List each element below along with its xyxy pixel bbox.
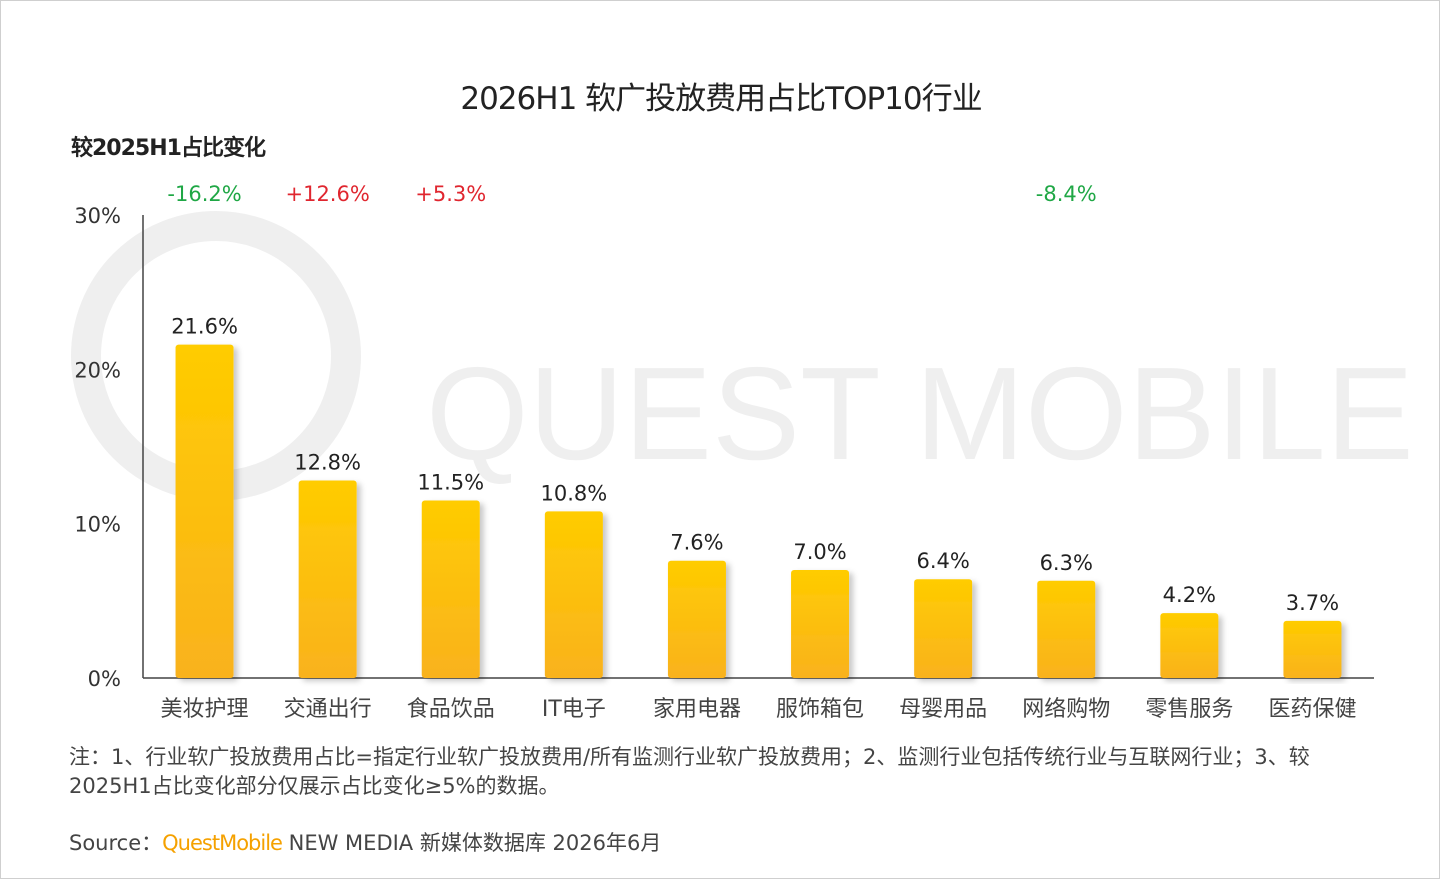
y-tick-label: 30% xyxy=(74,204,121,228)
bar-value-label: 4.2% xyxy=(1163,583,1216,607)
chart-title: 2026H1 软广投放费用占比TOP10行业 xyxy=(460,81,982,117)
x-tick-label: 美妆护理 xyxy=(161,697,249,722)
x-tick-label: 母婴用品 xyxy=(899,697,987,722)
bar-value-label: 6.3% xyxy=(1040,551,1093,575)
bar-value-label: 12.8% xyxy=(294,450,361,474)
source-brand: QuestMobile xyxy=(162,831,283,855)
x-tick-label: 零售服务 xyxy=(1145,697,1233,722)
bar-5 xyxy=(667,560,726,678)
bar-7 xyxy=(914,579,973,678)
bar-value-label: 21.6% xyxy=(171,315,238,339)
bar-2 xyxy=(298,480,357,678)
bar-1 xyxy=(175,344,234,678)
watermark-text: QUEST MOBILE xyxy=(426,340,1414,487)
change-label: +5.3% xyxy=(415,182,486,206)
x-tick-label: 网络购物 xyxy=(1022,697,1110,722)
bar-8 xyxy=(1037,580,1096,678)
x-tick-label: 交通出行 xyxy=(284,697,372,722)
bar-value-label: 11.5% xyxy=(417,471,484,495)
footnote: 注：1、行业软广投放费用占比=指定行业软广投放费用/所有监测行业软广投放费用；2… xyxy=(69,745,1310,798)
bar-value-label: 3.7% xyxy=(1286,591,1339,615)
source-line: Source：QuestMobile NEW MEDIA 新媒体数据库 2026… xyxy=(69,827,661,857)
change-label: -8.4% xyxy=(1036,182,1097,206)
bar-10 xyxy=(1283,620,1342,678)
bar-value-label: 6.4% xyxy=(916,549,969,573)
watermark: QUEST MOBILE xyxy=(71,211,1414,501)
x-tick-label: 医药保健 xyxy=(1268,697,1356,722)
bar-value-label: 7.0% xyxy=(793,540,846,564)
change-label: -16.2% xyxy=(167,182,241,206)
bar-3 xyxy=(421,500,480,678)
bar-9 xyxy=(1160,613,1219,678)
source-label: Source： xyxy=(69,831,163,855)
y-tick-label: 0% xyxy=(88,667,121,691)
bar-value-label: 10.8% xyxy=(540,481,607,505)
source-description: NEW MEDIA 新媒体数据库 2026年6月 xyxy=(281,831,662,855)
x-tick-label: 食品饮品 xyxy=(407,697,495,722)
x-tick-label: 服饰箱包 xyxy=(776,697,864,722)
change-label: +12.6% xyxy=(285,182,369,206)
x-tick-label: IT电子 xyxy=(542,697,606,722)
bar-6 xyxy=(791,569,850,678)
x-tick-label: 家用电器 xyxy=(653,697,741,722)
y-tick-label: 20% xyxy=(74,358,121,382)
bar-4 xyxy=(544,511,603,678)
y-tick-label: 10% xyxy=(74,513,121,537)
bar-value-label: 7.6% xyxy=(670,531,723,555)
change-heading: 较2025H1占比变化 xyxy=(71,136,266,161)
